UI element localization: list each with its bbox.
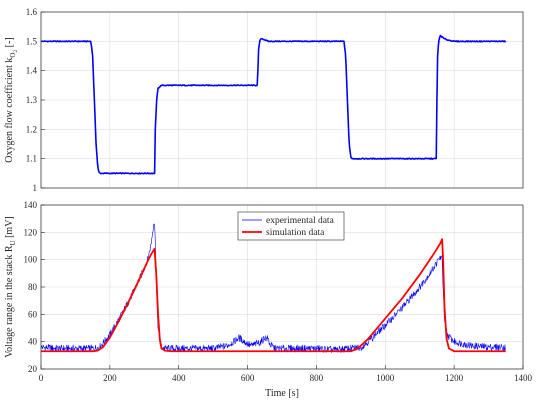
legend-label-simulation: simulation data bbox=[266, 228, 325, 238]
y-tick-label: 140 bbox=[24, 200, 38, 210]
top-ylabel-sub: O bbox=[9, 53, 17, 58]
x-tick-label: 1200 bbox=[445, 373, 464, 383]
top-ylabel-unit: [-] bbox=[4, 37, 15, 50]
bottom-ylabel-main: Voltage range in the stack R bbox=[4, 245, 15, 358]
series-line-experimental-data bbox=[40, 223, 506, 353]
x-tick-label: 1400 bbox=[514, 373, 533, 383]
bottom-series bbox=[40, 223, 506, 353]
legend-box bbox=[237, 211, 345, 241]
oxygen-flow-panel: 1 1.1 1.2 1.3 1.4 1.5 1.6 Oxygen flow coeffici… bbox=[4, 7, 524, 193]
bottom-y-axis-label: Voltage range in the stack RU [mV] bbox=[4, 216, 17, 358]
top-y-axis-label: Oxygen flow coefficient kO2 [-] bbox=[4, 37, 19, 162]
bottom-ylabel-unit: [mV] bbox=[4, 216, 15, 240]
top-ylabel-main: Oxygen flow coefficient k bbox=[4, 58, 15, 163]
y-tick-label: 1.2 bbox=[26, 124, 37, 134]
y-tick-label: 60 bbox=[28, 309, 38, 319]
legend-label-experimental: experimental data bbox=[266, 216, 335, 226]
y-tick-label: 120 bbox=[24, 227, 38, 237]
series-line-oxygen-flow-coefficient bbox=[40, 34, 507, 175]
bottom-axes-frame bbox=[40, 204, 524, 370]
series-line-simulation-data bbox=[41, 238, 506, 353]
y-tick-label: 1.3 bbox=[26, 95, 38, 105]
y-tick-label: 1.5 bbox=[26, 36, 38, 46]
x-tick-label: 400 bbox=[172, 373, 186, 383]
y-tick-label: 1.6 bbox=[26, 7, 38, 17]
y-tick-label: 1.1 bbox=[26, 154, 37, 164]
bottom-x-ticks: 0 200 400 600 800 1000 1200 1400 bbox=[39, 365, 533, 383]
x-axis-label: Time [s] bbox=[265, 388, 299, 399]
top-ylabel-subsub: 2 bbox=[13, 50, 19, 53]
y-tick-label: 1.4 bbox=[26, 66, 38, 76]
x-tick-label: 800 bbox=[310, 373, 324, 383]
x-tick-label: 1000 bbox=[376, 373, 395, 383]
y-tick-label: 1 bbox=[33, 183, 38, 193]
y-tick-label: 40 bbox=[28, 337, 38, 347]
y-tick-label: 100 bbox=[24, 255, 38, 265]
y-tick-label: 20 bbox=[28, 364, 38, 374]
legend: experimental data simulation data bbox=[237, 211, 345, 241]
x-tick-label: 600 bbox=[241, 373, 255, 383]
y-tick-label: 80 bbox=[28, 282, 38, 292]
x-tick-label: 0 bbox=[39, 373, 44, 383]
x-tick-label: 200 bbox=[103, 373, 117, 383]
voltage-range-panel: 20 40 60 80 100 120 140 0 200 400 600 800 1000 1200 1… bbox=[4, 200, 533, 399]
top-series bbox=[40, 34, 507, 175]
bottom-ylabel-sub: U bbox=[9, 240, 17, 245]
top-axes-frame bbox=[40, 11, 524, 189]
